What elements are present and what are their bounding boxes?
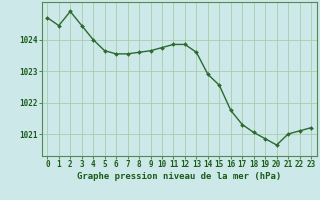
X-axis label: Graphe pression niveau de la mer (hPa): Graphe pression niveau de la mer (hPa) xyxy=(77,172,281,181)
